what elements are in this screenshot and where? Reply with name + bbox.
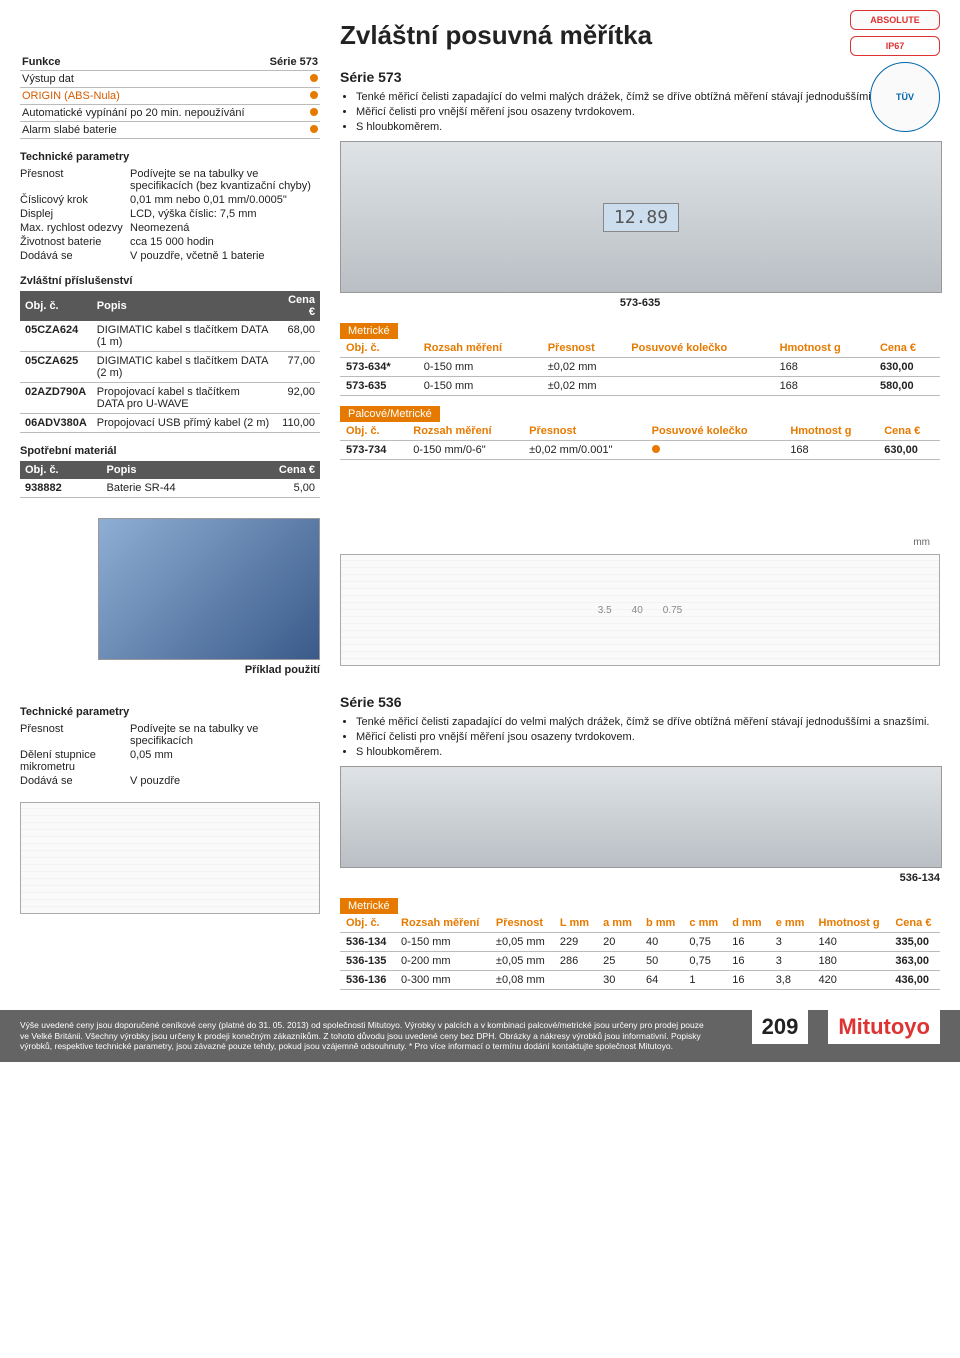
tech-params-2: PřesnostPodívejte se na tabulky ve speci…: [20, 722, 320, 788]
series536-title: Série 536: [340, 694, 940, 710]
product-code-label: 573-635: [340, 297, 940, 309]
metric-tag: Metrické: [340, 323, 398, 339]
product-photo-536: [340, 766, 942, 868]
example-usage-photo: [98, 518, 320, 660]
indicator-dot: [310, 74, 318, 82]
accessories-table: Obj. č. Popis Cena € 05CZA624DIGIMATIC k…: [20, 291, 320, 433]
consumables-title: Spotřební materiál: [20, 445, 320, 457]
page-number: 209: [752, 1010, 809, 1044]
tech-params-title: Technické parametry: [20, 151, 320, 163]
func-row: Výstup dat: [20, 71, 264, 88]
tuv-badge: TÜV: [870, 62, 940, 132]
badges: ABSOLUTE IP67 TÜV: [840, 10, 940, 132]
wheel-dot: [652, 445, 660, 453]
lcd-display: 12.89: [603, 203, 679, 232]
funkce-table: Funkce Série 573 Výstup dat ORIGIN (ABS-…: [20, 54, 320, 139]
consumables-table: Obj. č. Popis Cena € 938882Baterie SR-44…: [20, 461, 320, 498]
accessories-title: Zvláštní příslušenství: [20, 275, 320, 287]
inchmetric1-table: Obj. č. Rozsah měření Přesnost Posuvové …: [340, 422, 940, 460]
footer-text: Výše uvedené ceny jsou doporučené ceníko…: [20, 1020, 732, 1052]
product-code-label-536: 536-134: [340, 872, 940, 884]
indicator-dot: [310, 108, 318, 116]
dimensional-diagram-573: 3.5 40 0.75: [340, 554, 940, 666]
indicator-dot: [310, 125, 318, 133]
mitutoyo-logo: Mitutoyo: [828, 1010, 940, 1044]
series536-bullets: Tenké měřicí čelisti zapadající do velmi…: [340, 716, 940, 758]
page-footer: Výše uvedené ceny jsou doporučené ceníko…: [0, 1010, 960, 1062]
dimensional-diagram-536: [20, 802, 320, 914]
unit-label: mm: [340, 537, 940, 548]
series-header: Série 573: [264, 54, 320, 71]
ip67-badge: IP67: [850, 36, 940, 56]
func-row: ORIGIN (ABS-Nula): [20, 88, 264, 105]
indicator-dot: [310, 91, 318, 99]
product-photo-573: 12.89: [340, 141, 942, 293]
example-label: Příklad použití: [245, 664, 320, 676]
tech-params-title-2: Technické parametry: [20, 706, 320, 718]
funkce-header: Funkce: [20, 54, 264, 71]
inchmetric-tag: Palcové/Metrické: [340, 406, 440, 422]
metric-tag-2: Metrické: [340, 898, 398, 914]
metric1-table: Obj. č. Rozsah měření Přesnost Posuvové …: [340, 339, 940, 396]
tech-params: PřesnostPodívejte se na tabulky ve speci…: [20, 167, 320, 263]
func-row: Automatické vypínání po 20 min. nepoužív…: [20, 105, 264, 122]
func-row: Alarm slabé baterie: [20, 122, 264, 139]
metric2-table: Obj. č. Rozsah měření Přesnost L mm a mm…: [340, 914, 940, 990]
absolute-badge: ABSOLUTE: [850, 10, 940, 30]
